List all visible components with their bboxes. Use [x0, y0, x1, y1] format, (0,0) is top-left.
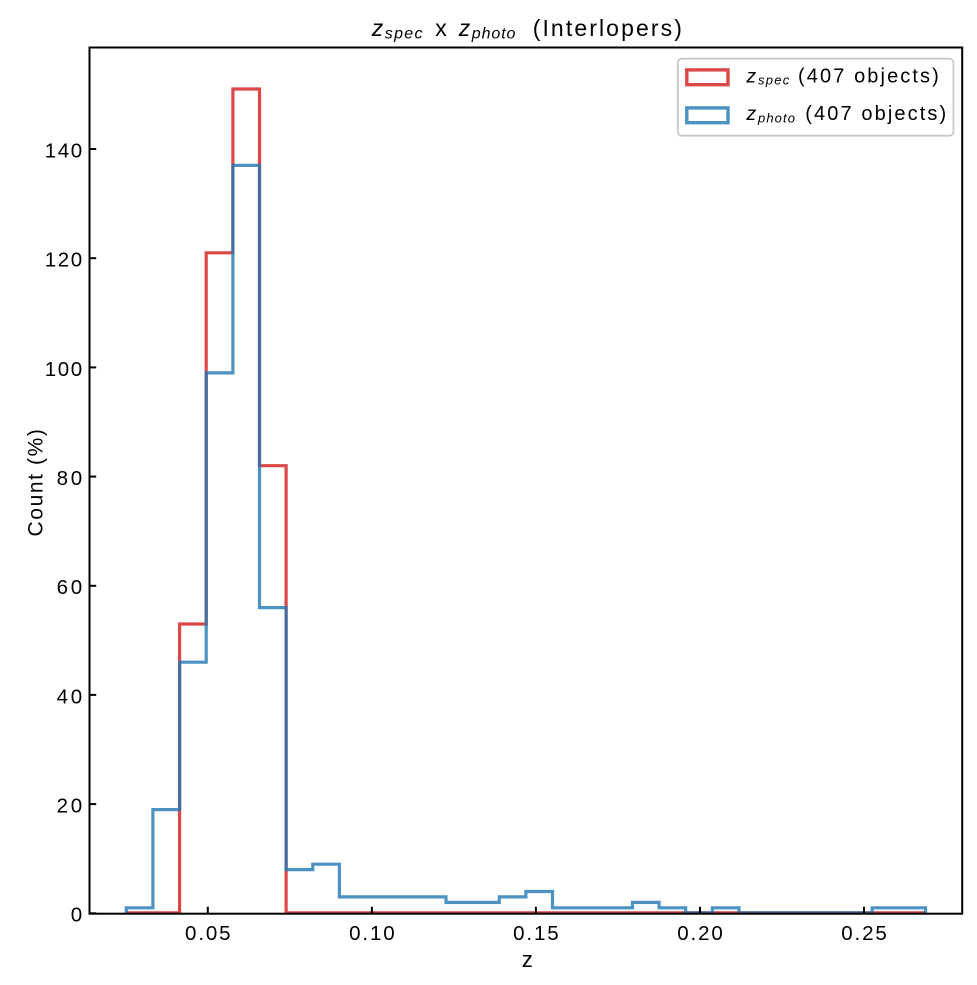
svg-text:100: 100 — [45, 358, 83, 381]
svg-text:0.05: 0.05 — [185, 922, 231, 945]
svg-text:0: 0 — [71, 904, 82, 927]
svg-text:0.15: 0.15 — [513, 922, 559, 945]
svg-text:0.20: 0.20 — [677, 922, 723, 945]
svg-text:140: 140 — [45, 139, 83, 162]
svg-text:zspec(407 objects): z spec (407 objects) — [745, 65, 941, 87]
svg-text:zphoto(407 objects): z photo (407 objects) — [745, 103, 948, 125]
svg-text:120: 120 — [45, 249, 83, 272]
svg-text:z: z — [522, 947, 533, 972]
svg-text:Count (%): Count (%) — [25, 428, 48, 537]
svg-text:0.25: 0.25 — [841, 922, 887, 945]
svg-text:0.10: 0.10 — [349, 922, 395, 945]
